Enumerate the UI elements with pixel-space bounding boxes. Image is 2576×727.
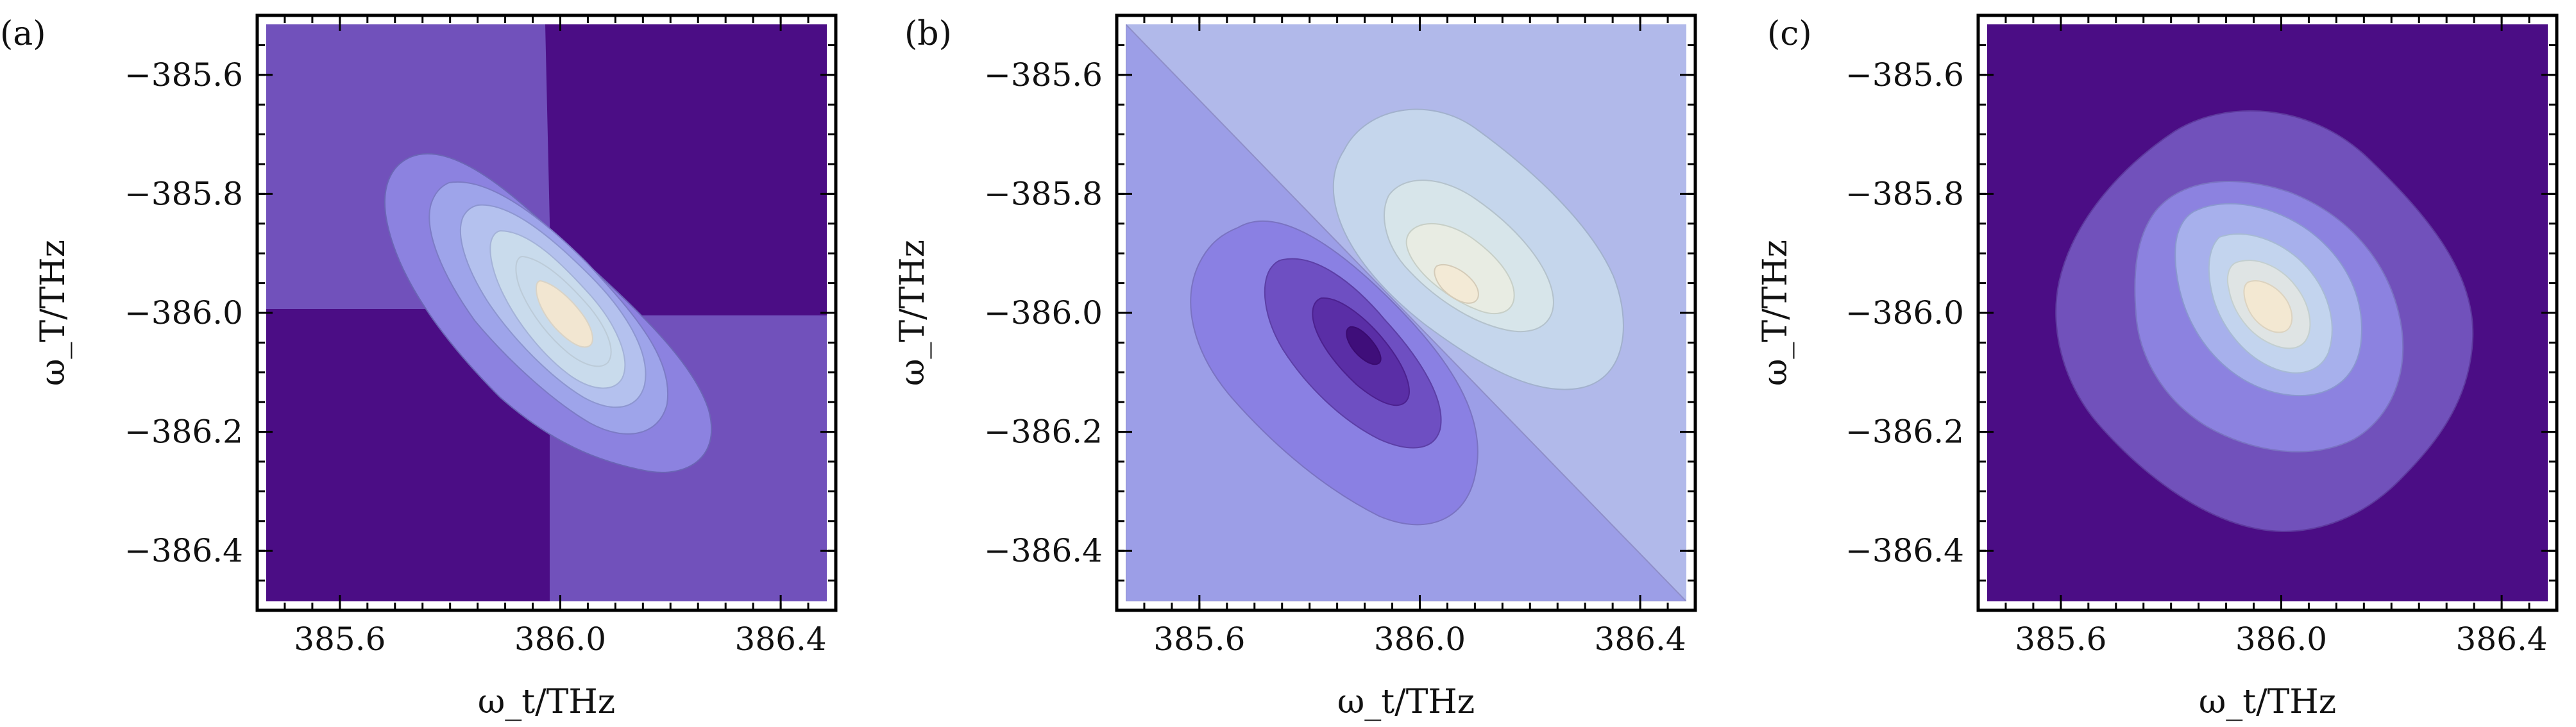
panel-a-label: (a) [0,15,46,53]
panel-b-x-tick-label: 386.0 [1374,621,1466,658]
panel-c-y-tick-label: −386.2 [1845,414,1964,451]
panel-a-y-tick-label: −386.4 [124,532,243,569]
panel-a-xlabel: ω_t/THz [478,683,615,721]
panel-b-plot [1126,24,1686,601]
panel-c-y-tick-label: −385.8 [1845,175,1964,212]
panel-c-x-tick-label: 386.4 [2456,621,2548,658]
panel-a-plot [266,24,827,601]
panel-a-y-tick-label: −385.6 [124,56,243,94]
panel-c-x-tick-label: 386.0 [2235,621,2327,658]
panel-a-y-tick-label: −385.8 [124,175,243,212]
panel-b-label: (b) [904,15,952,53]
panel-c-y-tick-label: −386.4 [1845,532,1964,569]
panel-b-positive-peak [1434,263,1479,304]
panel-c-x-ticks: 385.6 386.0 386.4 [2004,15,2548,658]
panel-a-y-tick-label: −386.2 [124,414,243,451]
panel-a-y-ticks: −385.6 −385.8 −386.0 −386.2 −386.4 [124,44,836,582]
panel-a-x-tick-label: 385.6 [294,621,386,658]
panel-c-y-ticks: −385.6 −385.8 −386.0 −386.2 −386.4 [1845,44,2557,582]
panel-c-y-tick-label: −386.0 [1845,294,1964,331]
panel-c-xlabel: ω_t/THz [2199,683,2336,721]
panel-a-x-tick-label: 386.4 [735,621,827,658]
panel-c-y-tick-label: −385.6 [1845,56,1964,94]
panel-b-negative-peak [1346,326,1382,365]
panel-b-xlabel: ω_t/THz [1337,683,1475,721]
panel-b-y-tick-label: −385.6 [984,56,1103,94]
panel-a-dark-bottom-left [266,309,550,601]
panel-b-y-tick-label: −386.0 [984,294,1103,331]
panel-b-positive-contour-3 [1405,222,1515,315]
panel-b-y-tick-label: −386.4 [984,532,1103,569]
panel-c-label: (c) [1767,15,1812,53]
panel-b-y-ticks: −385.6 −385.8 −386.0 −386.2 −386.4 [984,44,1695,582]
panel-a-peak [535,280,593,348]
panel-b: (b) −385.6 −385.8 −386.0 −386.2 −386.4 385.6… [894,13,1697,721]
panel-c-plot [1987,24,2548,601]
panel-b-x-tick-label: 386.4 [1595,621,1686,658]
panel-c-peak [2243,280,2293,333]
panel-a-x-tick-label: 386.0 [514,621,606,658]
panel-b-x-tick-label: 385.6 [1153,621,1245,658]
panel-a: (a) −385.6 −385.8 −386.0 −386.2 −386.4 385.6… [0,13,838,721]
panel-a-ylabel: ω_T/THz [34,240,72,386]
panel-c: (c) −385.6 −385.8 −386.0 −386.2 −386.4 385.6… [1756,13,2559,721]
panel-c-x-tick-label: 385.6 [2015,621,2106,658]
panel-b-y-tick-label: −385.8 [984,175,1103,212]
panel-b-x-ticks: 385.6 386.0 386.4 [1143,15,1686,658]
panel-c-ylabel: ω_T/THz [1756,240,1795,386]
panel-a-x-ticks: 385.6 386.0 386.4 [284,15,827,658]
panel-b-lower-background [1126,24,1686,601]
panel-a-y-tick-label: −386.0 [124,294,243,331]
panel-a-dark-top-right [545,24,827,315]
panel-b-y-tick-label: −386.2 [984,414,1103,451]
panel-b-ylabel: ω_T/THz [894,240,932,386]
